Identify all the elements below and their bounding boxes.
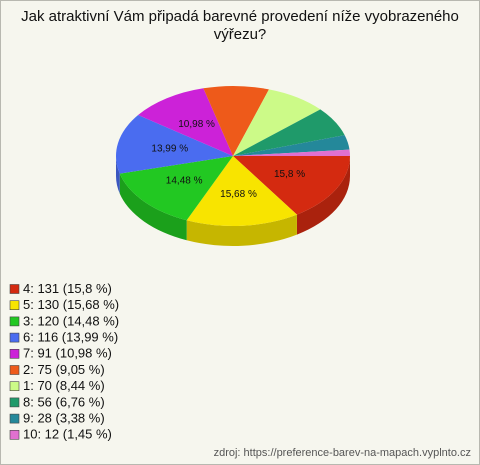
slice: [233, 89, 321, 156]
slice: [138, 88, 233, 156]
slice: [119, 156, 233, 221]
slice-label: 14,48 %: [166, 176, 203, 187]
slice: [186, 156, 297, 226]
legend-label: 7: 91 (10,98 %): [23, 346, 112, 361]
slice-label: 15,68 %: [220, 189, 257, 200]
legend-swatch: [9, 332, 20, 343]
slice-side: [116, 156, 120, 194]
legend-swatch: [9, 284, 20, 294]
slice-side: [119, 173, 187, 241]
legend-label: 8: 56 (6,76 %): [23, 394, 105, 409]
legend-swatch: [9, 397, 20, 408]
legend-swatch: [9, 316, 20, 327]
slice-label: 15,8 %: [274, 169, 305, 180]
legend-swatch: [9, 413, 20, 424]
legend-label: 2: 75 (9,05 %): [23, 362, 105, 377]
slice-side: [186, 214, 297, 246]
legend-swatch: [9, 365, 20, 375]
legend-label: 4: 131 (15,8 %): [23, 281, 112, 296]
slice-label: 13,99 %: [151, 144, 188, 155]
slice: [203, 85, 269, 156]
slice: [233, 149, 350, 156]
legend-swatch: [9, 429, 20, 440]
legend-label: 1: 70 (8,44 %): [23, 378, 105, 393]
legend-swatch: [9, 300, 20, 311]
legend-swatch: [9, 381, 20, 392]
legend-swatch: [9, 348, 20, 359]
legend-label: 3: 120 (14,48 %): [23, 313, 119, 328]
slice: [233, 156, 350, 215]
slice-side: [296, 156, 350, 235]
legend-label: 6: 116 (13,99 %): [23, 330, 118, 345]
chart-title: Jak atraktivní Vám připadá barevné prove…: [21, 8, 459, 43]
legend-label: 9: 28 (3,38 %): [23, 411, 105, 426]
slice: [233, 135, 350, 156]
legend-label: 10: 12 (1,45 %): [23, 427, 112, 442]
slice: [233, 109, 345, 156]
slice-label: 10,98 %: [178, 119, 215, 130]
slice: [116, 115, 233, 174]
source: zdroj: https://preference-barev-na-mapac…: [214, 447, 471, 459]
legend-label: 5: 130 (15,68 %): [23, 297, 119, 312]
